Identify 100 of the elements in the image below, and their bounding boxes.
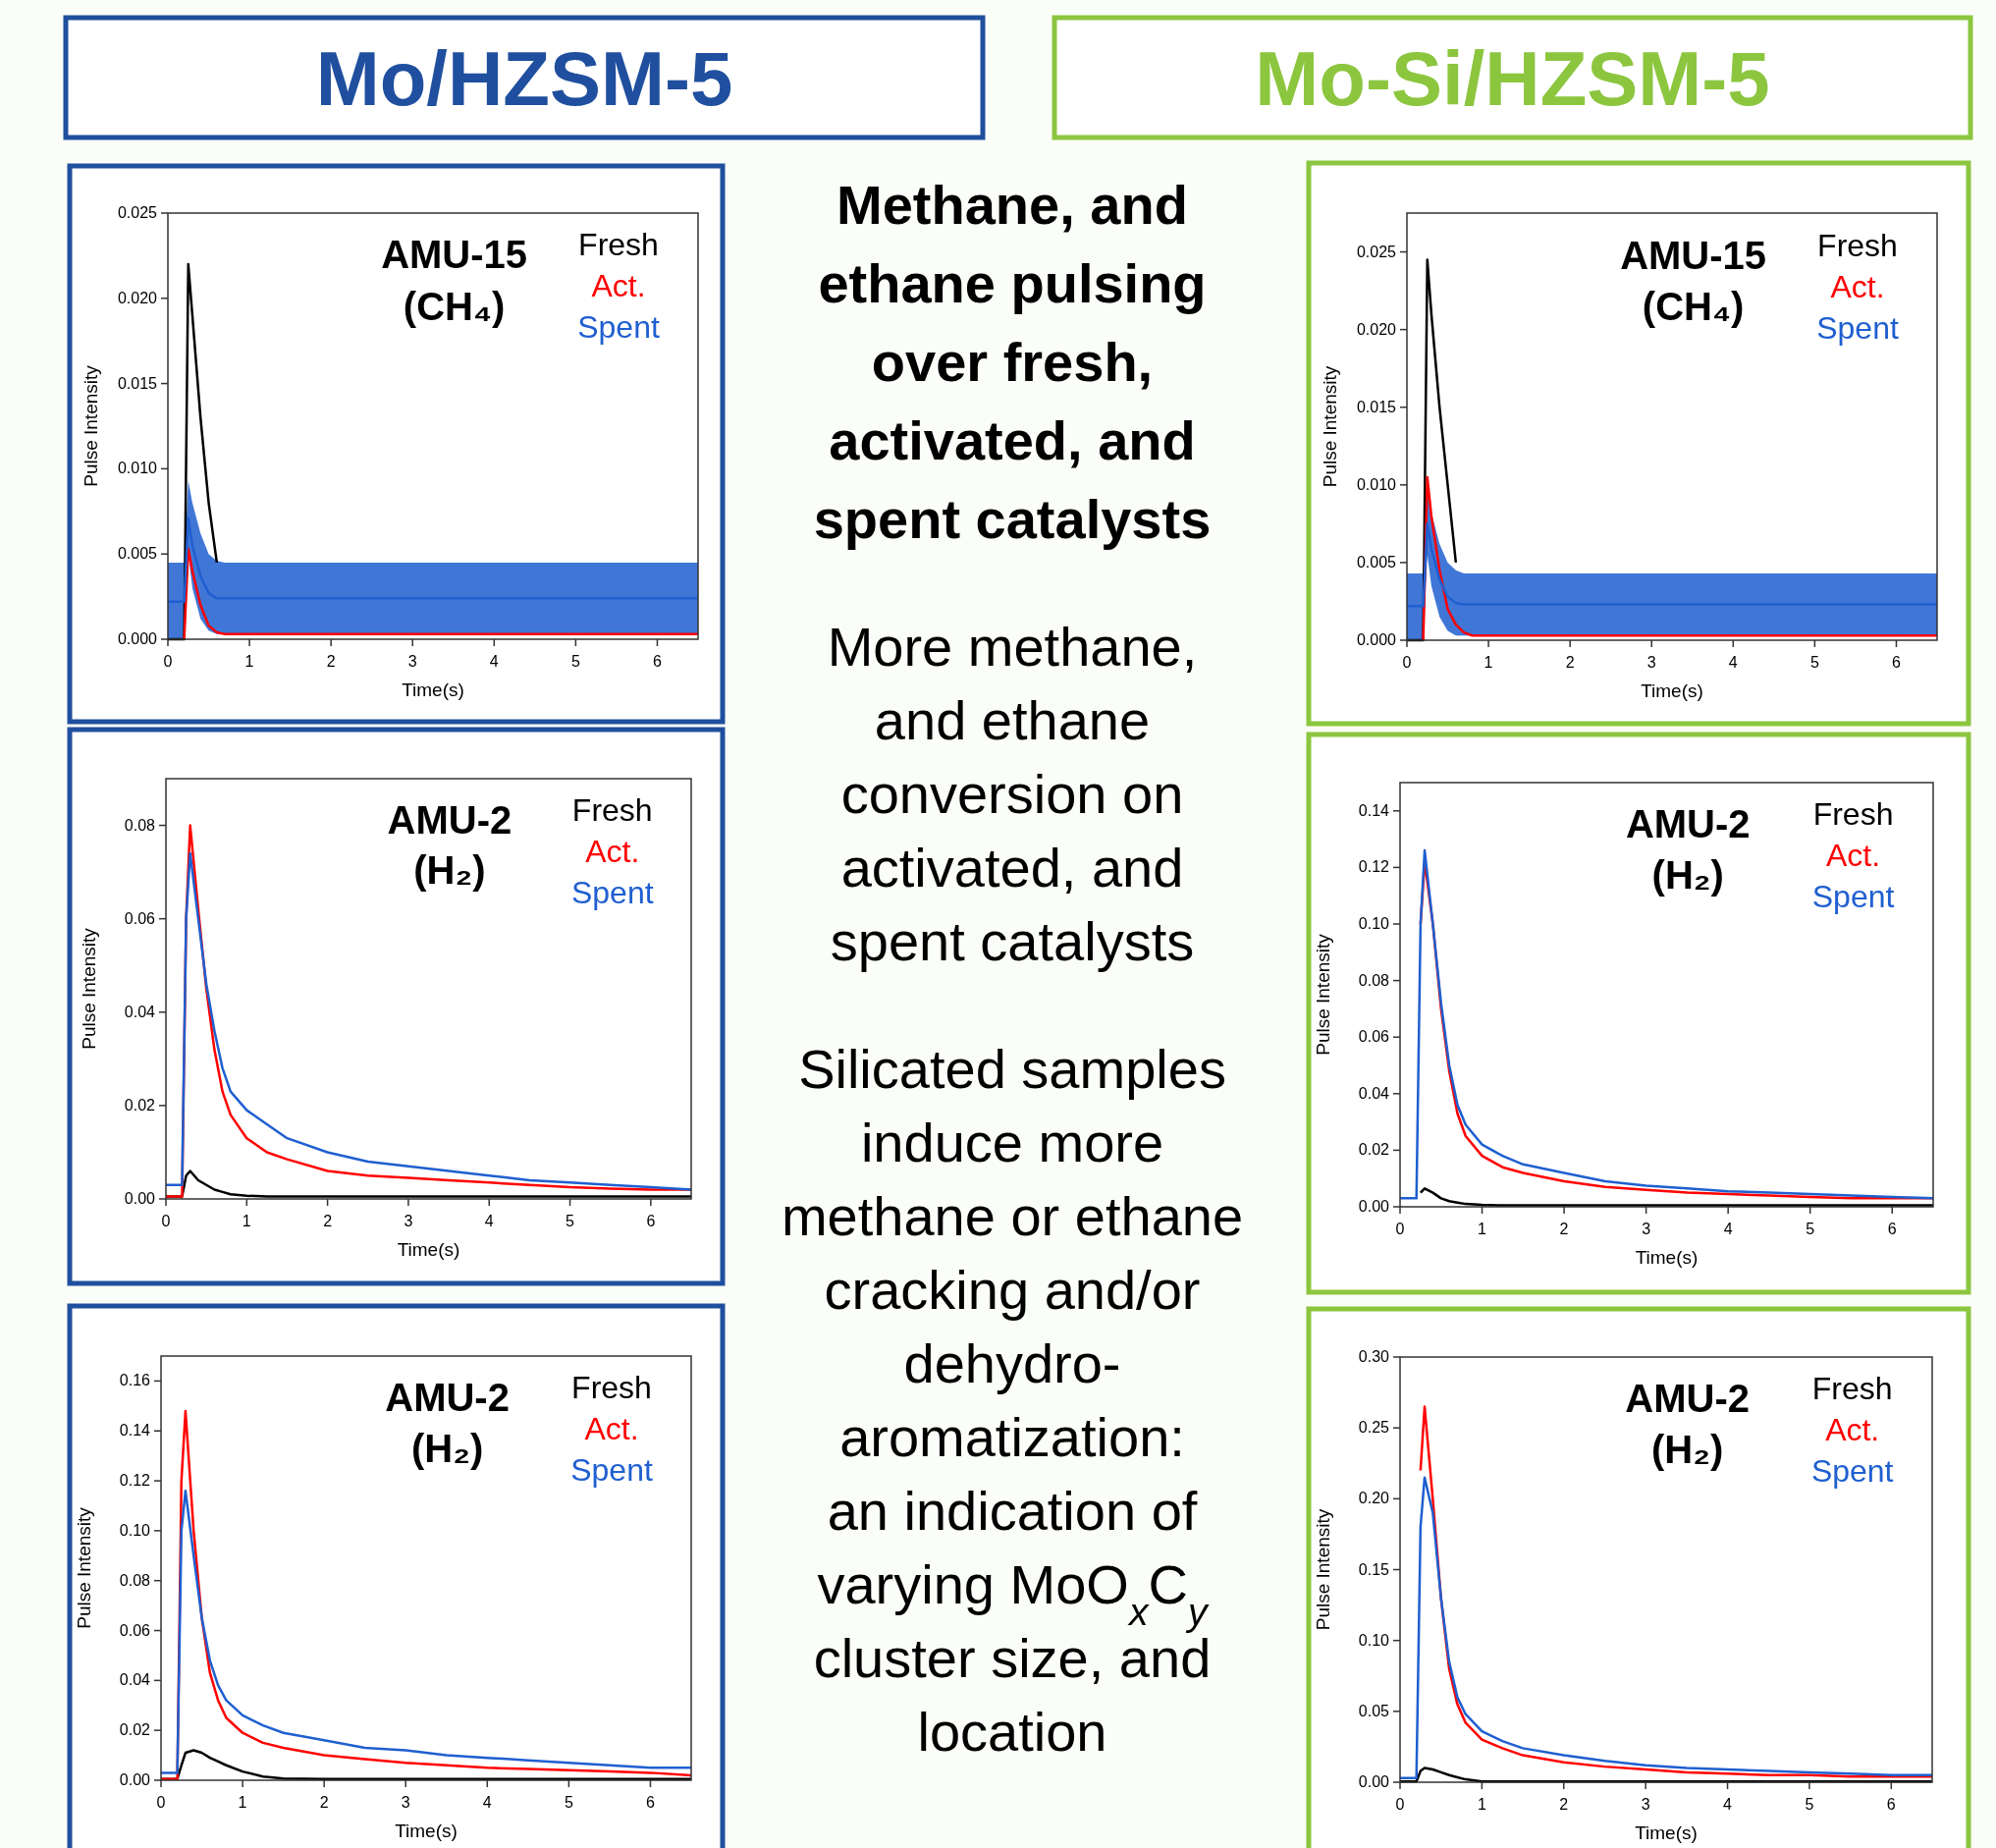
y-axis-title: Pulse Intensity — [81, 364, 101, 487]
text: Mo/HZSM-5 — [315, 35, 733, 122]
y-tick-label: 0.10 — [1358, 915, 1390, 932]
y-tick-label: 0.02 — [1358, 1141, 1390, 1159]
y-tick-label: 0.000 — [1356, 631, 1397, 648]
x-tick-label: 1 — [1478, 1221, 1487, 1237]
y-axis-title: Pulse Intensity — [74, 1506, 94, 1629]
y-tick-label: 0.25 — [1358, 1419, 1390, 1437]
y-tick-label: 0.00 — [119, 1771, 151, 1788]
y-tick-label: 0.005 — [1356, 553, 1397, 571]
y-tick-label: 0.10 — [119, 1521, 151, 1539]
text: AMU-15 — [1620, 233, 1767, 277]
text: Act. — [584, 1411, 639, 1447]
text: Act. — [1825, 1412, 1880, 1448]
y-tick-label: 0.14 — [119, 1422, 151, 1440]
y-tick-label: 0.05 — [1358, 1702, 1390, 1719]
text: (CH₄) — [1642, 284, 1745, 328]
x-tick-label: 1 — [1477, 1796, 1486, 1813]
x-tick-label: 1 — [238, 1794, 247, 1811]
x-tick-label: 4 — [1728, 654, 1738, 671]
x-tick-label: 6 — [1887, 1221, 1897, 1237]
x-tick-label: 2 — [326, 653, 336, 670]
text: (CH₄) — [403, 284, 506, 328]
text: Fresh — [578, 227, 659, 263]
x-tick-label: 3 — [404, 1213, 413, 1229]
y-tick-label: 0.04 — [119, 1671, 151, 1689]
y-tick-label: 0.10 — [1358, 1631, 1390, 1649]
text: Act. — [591, 268, 646, 304]
y-tick-label: 0.20 — [1358, 1490, 1390, 1507]
y-tick-label: 0.025 — [117, 204, 158, 221]
text: Fresh — [571, 791, 653, 828]
x-axis-title: Time(s) — [1635, 1247, 1699, 1268]
line-series — [183, 547, 700, 641]
x-tick-label: 6 — [1892, 654, 1902, 671]
text: Fresh — [1811, 1371, 1893, 1407]
x-tick-label: 2 — [1559, 1221, 1569, 1237]
text: Fresh — [571, 1370, 652, 1406]
y-tick-label: 0.06 — [1358, 1028, 1390, 1046]
text: AMU-2 — [1625, 1377, 1751, 1421]
x-tick-label: 1 — [244, 653, 254, 670]
text: AMU-15 — [381, 233, 528, 277]
y-tick-label: 0.00 — [1358, 1198, 1390, 1215]
x-tick-label: 1 — [1484, 654, 1493, 671]
text: Spent — [570, 1452, 653, 1489]
x-tick-label: 3 — [407, 653, 417, 670]
text: Fresh — [1817, 227, 1898, 263]
line-series — [1398, 1766, 1934, 1783]
text: Act. — [1825, 838, 1881, 874]
x-tick-label: 5 — [1806, 1221, 1815, 1237]
text: (H₂) — [410, 1427, 484, 1470]
y-tick-label: 0.00 — [124, 1190, 156, 1207]
y-tick-label: 0.02 — [124, 1096, 156, 1114]
y-tick-label: 0.14 — [1358, 801, 1390, 819]
x-axis-title: Time(s) — [402, 679, 464, 700]
text: Spent — [1811, 879, 1895, 915]
x-tick-label: 6 — [646, 1213, 656, 1229]
y-tick-label: 0.02 — [119, 1721, 151, 1739]
text: Act. — [585, 833, 640, 869]
y-tick-label: 0.12 — [119, 1472, 151, 1490]
x-tick-label: 4 — [1723, 1796, 1733, 1813]
x-axis-title: Time(s) — [1641, 680, 1703, 701]
y-tick-label: 0.000 — [117, 630, 158, 647]
y-tick-label: 0.00 — [1358, 1773, 1390, 1790]
x-tick-label: 5 — [566, 1213, 575, 1229]
y-tick-label: 0.08 — [119, 1571, 151, 1589]
x-tick-label: 3 — [401, 1794, 410, 1811]
y-axis-title: Pulse Intensity — [1320, 365, 1340, 488]
x-tick-label: 0 — [163, 653, 173, 670]
y-tick-label: 0.015 — [117, 374, 158, 392]
text: AMU-2 — [385, 1376, 510, 1420]
text: Silicated samples induce more methane or ethane cracking and/or dehydro- aromatization: an indication of varying MoO$_{x}$C$_{y}$ cluster size, and location — [781, 1038, 1244, 1763]
line-series — [1419, 1187, 1935, 1207]
x-tick-label: 0 — [1402, 654, 1412, 671]
y-tick-label: 0.010 — [117, 460, 158, 477]
y-tick-label: 0.06 — [124, 909, 156, 927]
x-tick-label: 2 — [319, 1794, 329, 1811]
y-tick-label: 0.04 — [124, 1003, 156, 1020]
y-tick-label: 0.005 — [117, 545, 158, 563]
x-tick-label: 2 — [323, 1213, 333, 1229]
text: AMU-2 — [1625, 802, 1751, 846]
y-tick-label: 0.30 — [1358, 1348, 1390, 1365]
y-tick-label: 0.020 — [117, 289, 158, 306]
y-tick-label: 0.08 — [124, 816, 156, 834]
x-tick-label: 0 — [161, 1213, 171, 1229]
y-tick-label: 0.020 — [1356, 320, 1397, 338]
x-tick-label: 2 — [1565, 654, 1575, 671]
x-axis-title: Time(s) — [1635, 1822, 1698, 1843]
x-tick-label: 6 — [646, 1794, 656, 1811]
x-tick-label: 6 — [653, 653, 663, 670]
text: AMU-2 — [387, 797, 512, 842]
y-tick-label: 0.06 — [119, 1621, 151, 1639]
text: Fresh — [1812, 796, 1894, 833]
text: (H₂) — [1651, 853, 1724, 897]
y-tick-label: 0.12 — [1358, 858, 1390, 876]
x-tick-label: 3 — [1641, 1796, 1650, 1813]
text: (H₂) — [413, 848, 486, 892]
line-series — [159, 1489, 693, 1774]
text: (H₂) — [1651, 1428, 1724, 1472]
text: Act. — [1830, 268, 1885, 304]
text: Spent — [577, 309, 660, 346]
